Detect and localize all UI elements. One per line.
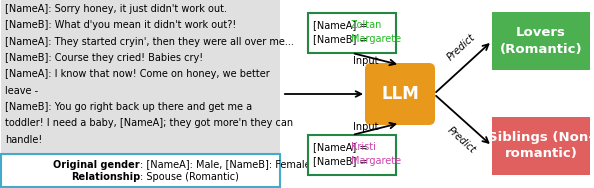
Text: Kristi: Kristi: [351, 142, 376, 152]
Text: Predict: Predict: [445, 32, 477, 62]
Text: [NameB]: You go right back up there and get me a: [NameB]: You go right back up there and …: [5, 102, 252, 112]
Text: Original gender: Original gender: [53, 159, 140, 170]
FancyBboxPatch shape: [365, 63, 435, 125]
Text: Lovers
(Romantic): Lovers (Romantic): [500, 27, 582, 55]
FancyBboxPatch shape: [492, 117, 590, 175]
FancyBboxPatch shape: [308, 135, 396, 175]
Text: leave -: leave -: [5, 86, 38, 96]
Text: Input: Input: [352, 122, 378, 132]
Text: [NameB]: What d'you mean it didn't work out?!: [NameB]: What d'you mean it didn't work …: [5, 20, 236, 30]
FancyBboxPatch shape: [308, 13, 396, 53]
Text: Margarete: Margarete: [351, 156, 401, 166]
Text: Predict: Predict: [445, 125, 477, 155]
Text: [NameB]: Course they cried! Babies cry!: [NameB]: Course they cried! Babies cry!: [5, 53, 203, 63]
Text: [NameA]: Sorry honey, it just didn't work out.: [NameA]: Sorry honey, it just didn't wor…: [5, 4, 227, 14]
Text: [NameA]: They started cryin', then they were all over me...: [NameA]: They started cryin', then they …: [5, 37, 294, 47]
Text: : [NameA]: Male, [NameB]: Female: : [NameA]: Male, [NameB]: Female: [140, 159, 311, 170]
FancyBboxPatch shape: [492, 12, 590, 70]
Text: Siblings (Non-
romantic): Siblings (Non- romantic): [488, 131, 594, 161]
Text: Margarete: Margarete: [351, 34, 401, 44]
FancyBboxPatch shape: [1, 0, 280, 153]
Text: : Spouse (Romantic): : Spouse (Romantic): [140, 173, 239, 183]
Text: handle!: handle!: [5, 135, 42, 145]
Text: [NameA]: I know that now! Come on honey, we better: [NameA]: I know that now! Come on honey,…: [5, 69, 270, 79]
Text: [NameB] =: [NameB] =: [313, 156, 371, 166]
Text: Relationship: Relationship: [71, 173, 140, 183]
Text: toddler! I need a baby, [NameA]; they got more'n they can: toddler! I need a baby, [NameA]; they go…: [5, 118, 293, 128]
Text: [NameB] =: [NameB] =: [313, 34, 371, 44]
Text: [NameA] =: [NameA] =: [313, 20, 371, 30]
Text: [NameA] =: [NameA] =: [313, 142, 371, 152]
Text: LLM: LLM: [381, 85, 419, 103]
Text: Zoltan: Zoltan: [351, 20, 383, 30]
Text: Input: Input: [352, 56, 378, 66]
FancyBboxPatch shape: [1, 154, 280, 187]
